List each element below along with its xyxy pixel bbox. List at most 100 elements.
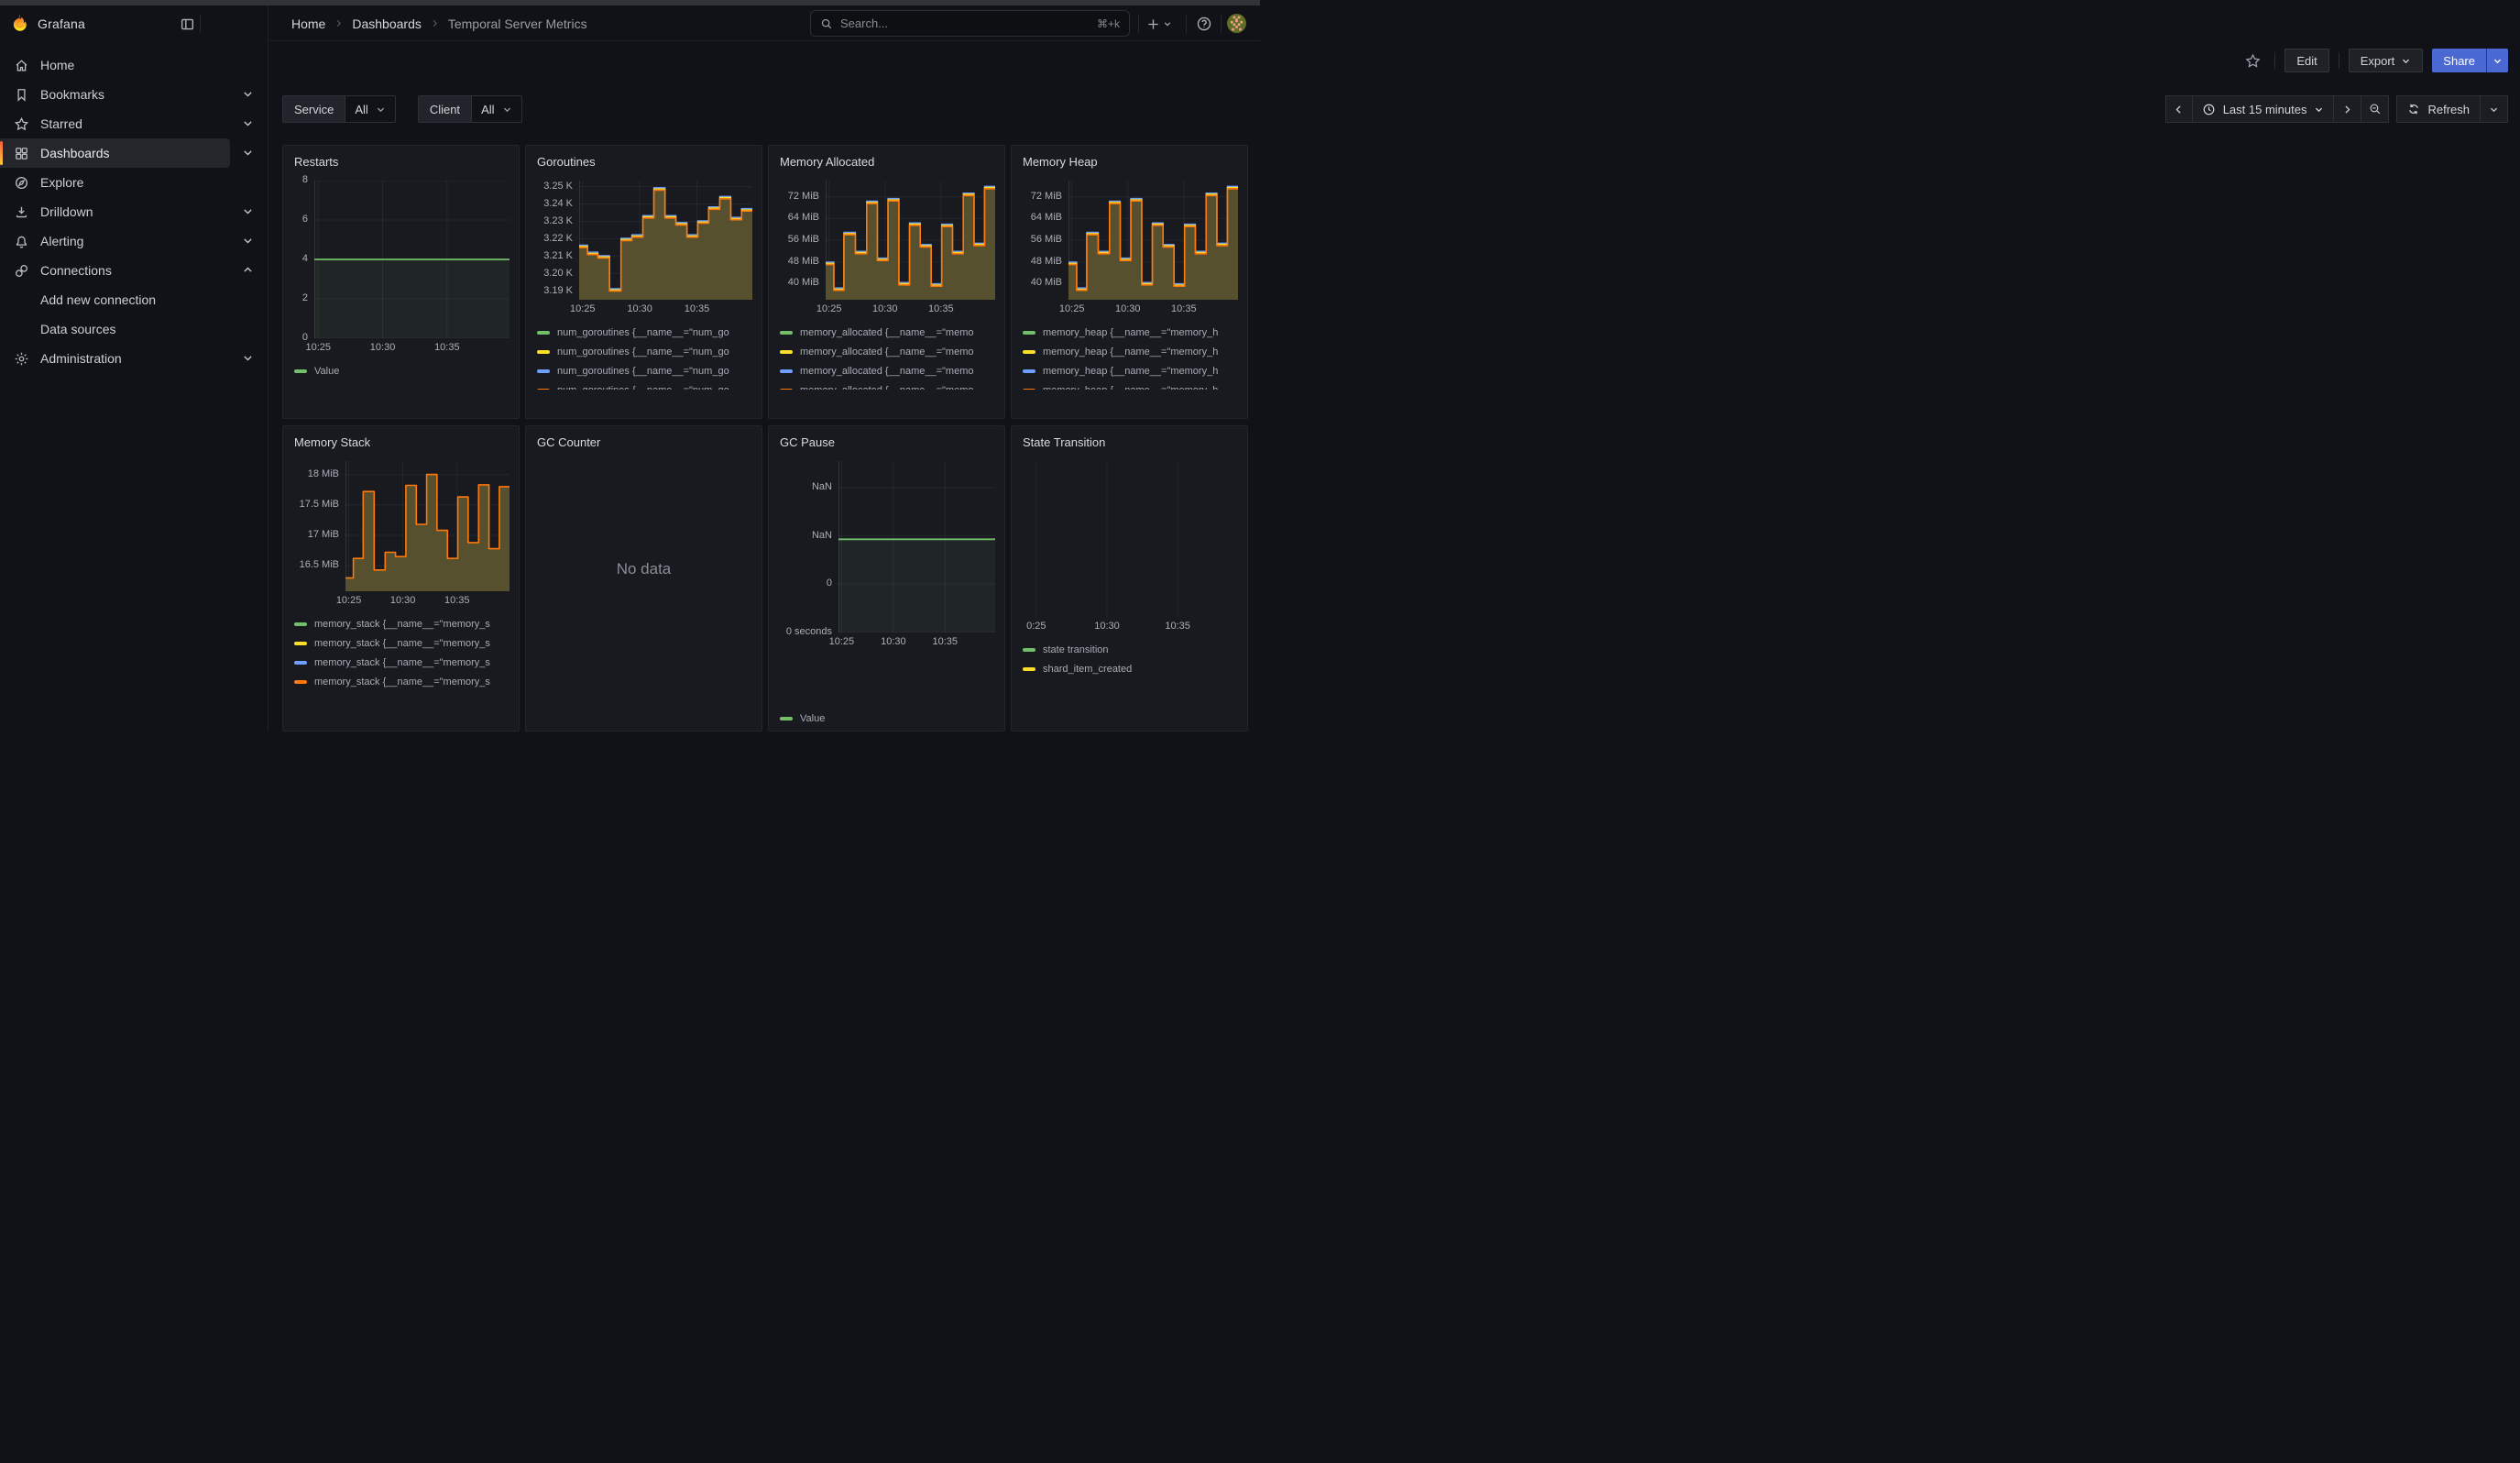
refresh-button[interactable]: Refresh bbox=[2396, 95, 2481, 123]
refresh-label: Refresh bbox=[2427, 102, 2470, 116]
panel-state-transition[interactable]: State Transition 0:25 10:30 10:35 state tran… bbox=[1011, 425, 1248, 732]
y-tick-label: 56 MiB bbox=[787, 234, 819, 245]
sidebar-item-data-sources[interactable]: Data sources bbox=[0, 314, 268, 344]
panel-title[interactable]: GC Counter bbox=[537, 435, 601, 449]
sidebar-item-connections[interactable]: Connections bbox=[0, 256, 268, 285]
plot-area[interactable] bbox=[826, 181, 995, 300]
x-tick-label: 10:35 bbox=[1165, 621, 1190, 632]
edit-button[interactable]: Edit bbox=[2284, 49, 2329, 72]
sidebar-item-home[interactable]: Home bbox=[0, 50, 268, 80]
sidebar-toggle-icon[interactable] bbox=[176, 13, 198, 35]
legend-item[interactable]: num_goroutines {__name__="num_go bbox=[537, 380, 751, 390]
sidebar-item-administration[interactable]: Administration bbox=[0, 344, 268, 373]
legend-item[interactable]: num_goroutines {__name__="num_go bbox=[537, 342, 751, 361]
panel-title[interactable]: Restarts bbox=[294, 155, 339, 169]
time-shift-back-button[interactable] bbox=[2164, 95, 2193, 123]
chevron-up-icon[interactable] bbox=[242, 264, 255, 277]
grid-icon bbox=[14, 146, 29, 161]
chevron-down-icon bbox=[2493, 59, 2502, 63]
panel-memory-allocated[interactable]: Memory Allocated 40 MiB 48 MiB 56 MiB 64 MiB… bbox=[768, 145, 1005, 419]
panel-gc-counter[interactable]: GC Counter No data bbox=[525, 425, 762, 732]
time-range-picker[interactable]: Last 15 minutes bbox=[2192, 95, 2335, 123]
legend-series-label: memory_allocated {__name__="memo bbox=[800, 365, 974, 377]
add-new-button[interactable] bbox=[1144, 12, 1175, 36]
legend-item[interactable]: memory_stack {__name__="memory_s bbox=[294, 653, 508, 672]
panel-goroutines[interactable]: Goroutines 3.19 K 3.20 K 3.21 K 3.22 K 3.23 K… bbox=[525, 145, 762, 419]
plot-area[interactable] bbox=[1030, 461, 1238, 617]
legend-item[interactable]: state transition bbox=[1023, 640, 1236, 659]
sidebar-item-drilldown[interactable]: Drilldown bbox=[0, 197, 268, 226]
time-shift-forward-button[interactable] bbox=[2334, 95, 2362, 123]
refresh-icon bbox=[2409, 104, 2419, 115]
legend-item[interactable]: memory_stack {__name__="memory_s bbox=[294, 672, 508, 691]
zoom-out-button[interactable] bbox=[2361, 95, 2390, 123]
time-range-label: Last 15 minutes bbox=[2222, 102, 2307, 116]
panel-memory-heap[interactable]: Memory Heap 40 MiB 48 MiB 56 MiB 64 MiB 72 Mi… bbox=[1011, 145, 1248, 419]
legend-item[interactable]: shard_item_created bbox=[1023, 659, 1236, 678]
search-input[interactable]: Search... ⌘+k bbox=[810, 10, 1130, 37]
x-tick-label: 10:35 bbox=[444, 595, 470, 606]
plot-area[interactable] bbox=[314, 181, 509, 338]
sidebar-item-starred[interactable]: Starred bbox=[0, 109, 268, 138]
legend-item[interactable]: memory_heap {__name__="memory_h bbox=[1023, 323, 1236, 342]
header-divider bbox=[1138, 15, 1139, 33]
legend-item[interactable]: memory_stack {__name__="memory_s bbox=[294, 614, 508, 633]
refresh-interval-caret[interactable] bbox=[2481, 95, 2508, 123]
legend-item[interactable]: Value bbox=[294, 361, 508, 380]
share-button[interactable]: Share bbox=[2432, 49, 2486, 72]
breadcrumb-dashboards[interactable]: Dashboards bbox=[352, 16, 422, 31]
client-variable[interactable]: Client All bbox=[417, 95, 522, 123]
x-tick-label: 10:25 bbox=[816, 303, 842, 314]
service-variable[interactable]: Service All bbox=[282, 95, 396, 123]
plot-area[interactable] bbox=[838, 461, 995, 632]
legend-item[interactable]: memory_allocated {__name__="memo bbox=[780, 361, 993, 380]
legend-item[interactable]: memory_allocated {__name__="memo bbox=[780, 380, 993, 390]
sidebar-item-add-new-connection[interactable]: Add new connection bbox=[0, 285, 268, 314]
panel-title[interactable]: Memory Heap bbox=[1023, 155, 1098, 169]
legend-item[interactable]: memory_allocated {__name__="memo bbox=[780, 342, 993, 361]
panel-gc-pause[interactable]: GC Pause 0 seconds 0 NaN NaN 10:25 10:30 10:35 V… bbox=[768, 425, 1005, 732]
user-avatar[interactable] bbox=[1227, 14, 1246, 33]
x-tick-label: 10:30 bbox=[1094, 621, 1120, 632]
sidebar-item-bookmarks[interactable]: Bookmarks bbox=[0, 80, 268, 109]
sidebar-item-explore[interactable]: Explore bbox=[0, 168, 268, 197]
legend-item[interactable]: Value bbox=[780, 709, 993, 728]
y-tick-label: 0 bbox=[301, 332, 308, 343]
legend-series-marker bbox=[294, 679, 307, 684]
legend-item[interactable]: memory_heap {__name__="memory_h bbox=[1023, 380, 1236, 390]
export-button[interactable]: Export bbox=[2348, 49, 2424, 72]
chevron-down-icon[interactable] bbox=[242, 235, 255, 248]
chevron-down-icon[interactable] bbox=[242, 352, 255, 365]
legend-item[interactable]: num_goroutines {__name__="num_go bbox=[537, 323, 751, 342]
y-tick-label: 72 MiB bbox=[1030, 190, 1062, 202]
panel-title[interactable]: Memory Stack bbox=[294, 435, 371, 449]
header-divider bbox=[1221, 15, 1222, 33]
panel-restarts[interactable]: Restarts 0 2 4 6 8 10:25 10:30 10:35 Value bbox=[282, 145, 520, 419]
y-axis: 0 seconds 0 NaN NaN bbox=[780, 461, 838, 637]
y-axis: 40 MiB 48 MiB 56 MiB 64 MiB 72 MiB bbox=[1023, 181, 1068, 300]
share-menu-caret[interactable] bbox=[2486, 49, 2508, 72]
panel-title[interactable]: State Transition bbox=[1023, 435, 1106, 449]
legend-item[interactable]: memory_allocated {__name__="memo bbox=[780, 323, 993, 342]
help-icon[interactable] bbox=[1192, 12, 1216, 36]
plot-area[interactable] bbox=[345, 461, 509, 591]
chevron-down-icon[interactable] bbox=[242, 147, 255, 160]
chevron-down-icon[interactable] bbox=[242, 205, 255, 218]
legend-item[interactable]: memory_heap {__name__="memory_h bbox=[1023, 361, 1236, 380]
sidebar-nav: Home Bookmarks Starred Dashboards Explore Dri… bbox=[0, 41, 268, 732]
sidebar-item-dashboards[interactable]: Dashboards bbox=[0, 138, 268, 168]
legend-item[interactable]: memory_stack {__name__="memory_s bbox=[294, 633, 508, 653]
plot-area[interactable] bbox=[1068, 181, 1238, 300]
sidebar-item-alerting[interactable]: Alerting bbox=[0, 226, 268, 256]
panel-title[interactable]: Goroutines bbox=[537, 155, 596, 169]
legend-item[interactable]: num_goroutines {__name__="num_go bbox=[537, 361, 751, 380]
plot-area[interactable] bbox=[579, 181, 752, 300]
panel-title[interactable]: Memory Allocated bbox=[780, 155, 875, 169]
chevron-down-icon[interactable] bbox=[242, 88, 255, 101]
favorite-star-icon[interactable] bbox=[2240, 49, 2265, 72]
panel-title[interactable]: GC Pause bbox=[780, 435, 835, 449]
breadcrumb-home[interactable]: Home bbox=[291, 16, 326, 31]
legend-item[interactable]: memory_heap {__name__="memory_h bbox=[1023, 342, 1236, 361]
panel-memory-stack[interactable]: Memory Stack 16.5 MiB 17 MiB 17.5 MiB 18 MiB… bbox=[282, 425, 520, 732]
chevron-down-icon[interactable] bbox=[242, 117, 255, 130]
